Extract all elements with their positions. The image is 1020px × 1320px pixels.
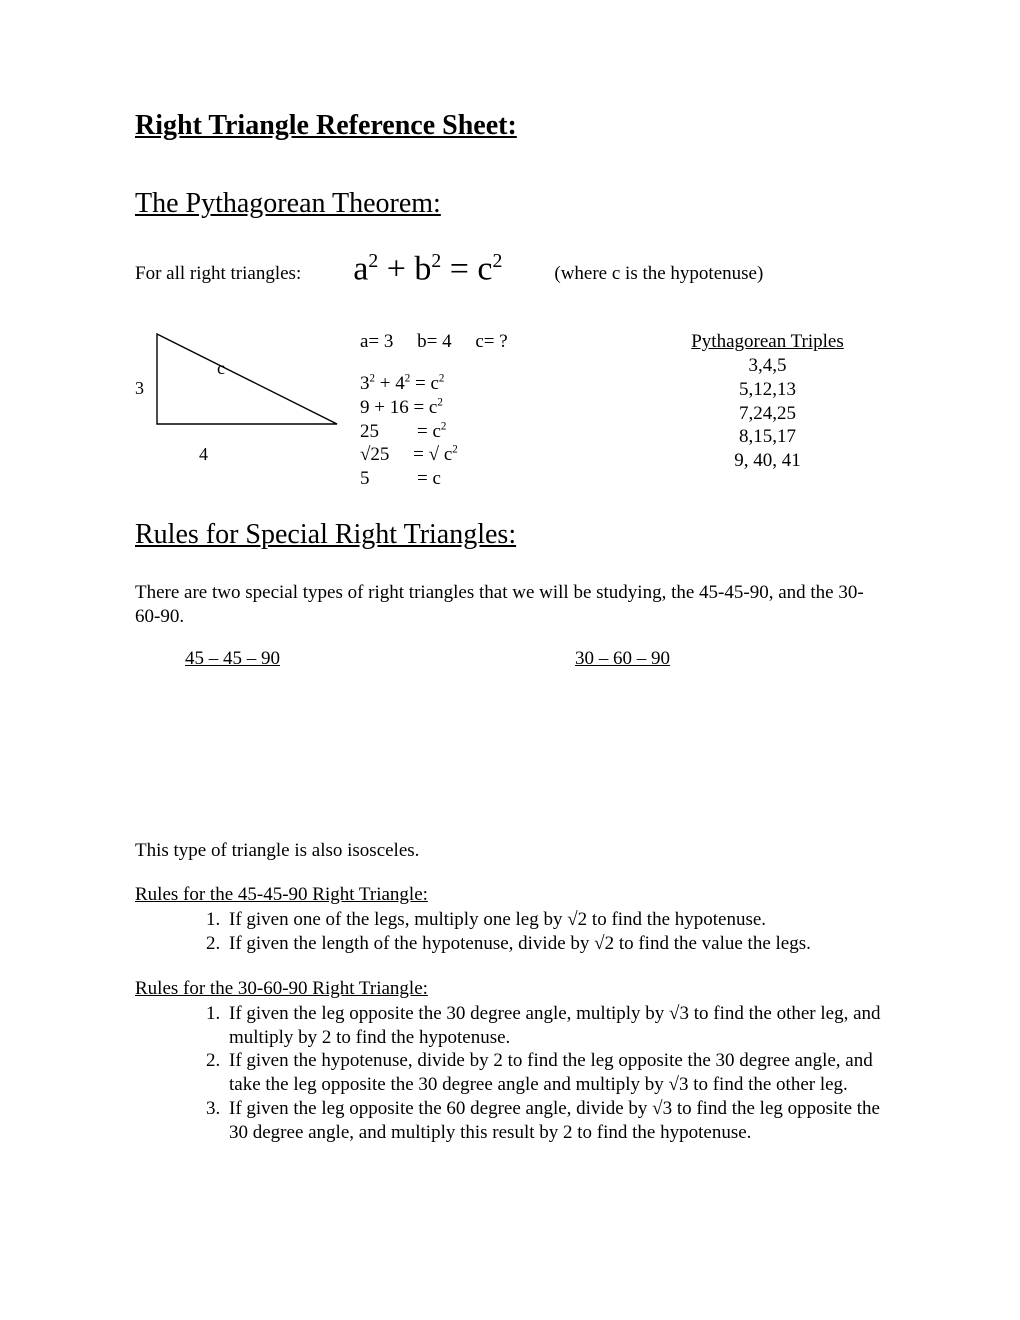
triangle-label-3: 3 (135, 378, 144, 399)
rules-45-list: If given one of the legs, multiply one l… (135, 908, 885, 956)
formula-sup: 2 (368, 250, 378, 272)
work-result: 5 = c (360, 467, 650, 491)
formula-lead-in: For all right triangles: (135, 263, 301, 285)
rule-item: If given the leg opposite the 60 degree … (225, 1097, 885, 1145)
isosceles-note: This type of triangle is also isosceles. (135, 840, 885, 862)
pythagorean-formula: a2 + b2 = c2 (353, 250, 502, 288)
document-page: Right Triangle Reference Sheet: The Pyth… (0, 0, 1020, 1144)
triples-heading: Pythagorean Triples (650, 330, 885, 354)
special-intro: There are two special types of right tri… (135, 581, 885, 629)
triangle-label-c: c (217, 358, 225, 379)
special-subheadings: 45 – 45 – 90 30 – 60 – 90 (135, 648, 885, 670)
triple-item: 9, 40, 41 (650, 449, 885, 473)
work-step: 32 + 42 = c2 (360, 372, 650, 396)
work-step: 9 + 16 = c2 (360, 396, 650, 420)
formula-c: c (477, 250, 492, 287)
work-step: 25 = c2 (360, 420, 650, 444)
triple-item: 7,24,25 (650, 402, 885, 426)
rules-45-heading: Rules for the 45-45-90 Right Triangle: (135, 884, 885, 906)
triple-item: 3,4,5 (650, 354, 885, 378)
rules-30-list: If given the leg opposite the 30 degree … (135, 1002, 885, 1145)
heading-30-60-90: 30 – 60 – 90 (575, 648, 670, 670)
rule-item: If given the leg opposite the 30 degree … (225, 1002, 885, 1050)
triangle-icon (153, 330, 343, 440)
page-title: Right Triangle Reference Sheet: (135, 110, 885, 142)
work-given: a= 3 b= 4 c= ? (360, 330, 650, 354)
pythagorean-heading: The Pythagorean Theorem: (135, 188, 885, 220)
example-row: c 3 4 a= 3 b= 4 c= ? 32 + 42 = c2 9 + 16… (135, 330, 885, 491)
work-step: √25 = √ c2 (360, 443, 650, 467)
formula-eq: = (441, 250, 477, 287)
special-heading: Rules for Special Right Triangles: (135, 519, 885, 551)
rule-item: If given the length of the hypotenuse, d… (225, 932, 885, 956)
formula-b: b (414, 250, 431, 287)
triple-item: 5,12,13 (650, 378, 885, 402)
formula-sup: 2 (431, 250, 441, 272)
formula-row: For all right triangles: a2 + b2 = c2 (w… (135, 250, 885, 288)
pythagorean-triples: Pythagorean Triples 3,4,5 5,12,13 7,24,2… (650, 330, 885, 473)
triangle-diagram: c 3 4 (135, 330, 360, 480)
formula-a: a (353, 250, 368, 287)
triple-item: 8,15,17 (650, 425, 885, 449)
rule-item: If given the hypotenuse, divide by 2 to … (225, 1049, 885, 1097)
formula-paren: (where c is the hypotenuse) (554, 263, 763, 285)
heading-45-45-90: 45 – 45 – 90 (185, 648, 575, 670)
worked-example: a= 3 b= 4 c= ? 32 + 42 = c2 9 + 16 = c2 … (360, 330, 650, 491)
formula-sup: 2 (493, 250, 503, 272)
formula-plus: + (378, 250, 414, 287)
rule-item: If given one of the legs, multiply one l… (225, 908, 885, 932)
triangle-label-4: 4 (199, 444, 208, 465)
rules-30-heading: Rules for the 30-60-90 Right Triangle: (135, 978, 885, 1000)
